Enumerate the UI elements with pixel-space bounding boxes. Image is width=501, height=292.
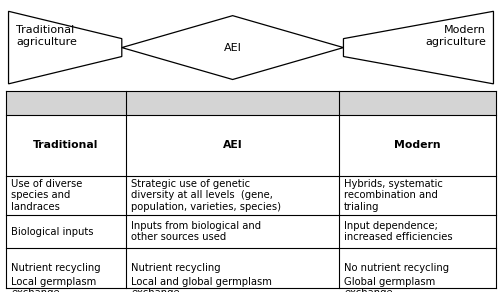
Text: Biological inputs: Biological inputs [11,227,93,237]
Text: Input dependence;
increased efficiencies: Input dependence; increased efficiencies [344,221,452,242]
Text: Nutrient recycling: Nutrient recycling [131,263,220,273]
Text: Use of diverse
species and
landraces: Use of diverse species and landraces [11,179,82,212]
Text: Local and global germplasm
exchange: Local and global germplasm exchange [131,277,272,292]
Text: Hybrids, systematic
recombination and
trialing: Hybrids, systematic recombination and tr… [344,179,442,212]
Text: AEI: AEI [223,43,241,53]
Text: No nutrient recycling: No nutrient recycling [344,263,448,273]
Text: Traditional: Traditional [33,140,99,150]
Text: Modern: Modern [393,140,440,150]
Text: Modern
agriculture: Modern agriculture [424,25,485,47]
Text: Local germplasm
exchange: Local germplasm exchange [11,277,96,292]
Text: Nutrient recycling: Nutrient recycling [11,263,101,273]
Text: AEI: AEI [222,140,242,150]
Text: Traditional
agriculture: Traditional agriculture [16,25,77,47]
Text: Global germplasm
exchange: Global germplasm exchange [344,277,434,292]
Bar [6,91,495,115]
Text: Strategic use of genetic
diversity at all levels  (gene,
population, varieties, : Strategic use of genetic diversity at al… [131,179,281,212]
Text: Inputs from biological and
other sources used: Inputs from biological and other sources… [131,221,261,242]
